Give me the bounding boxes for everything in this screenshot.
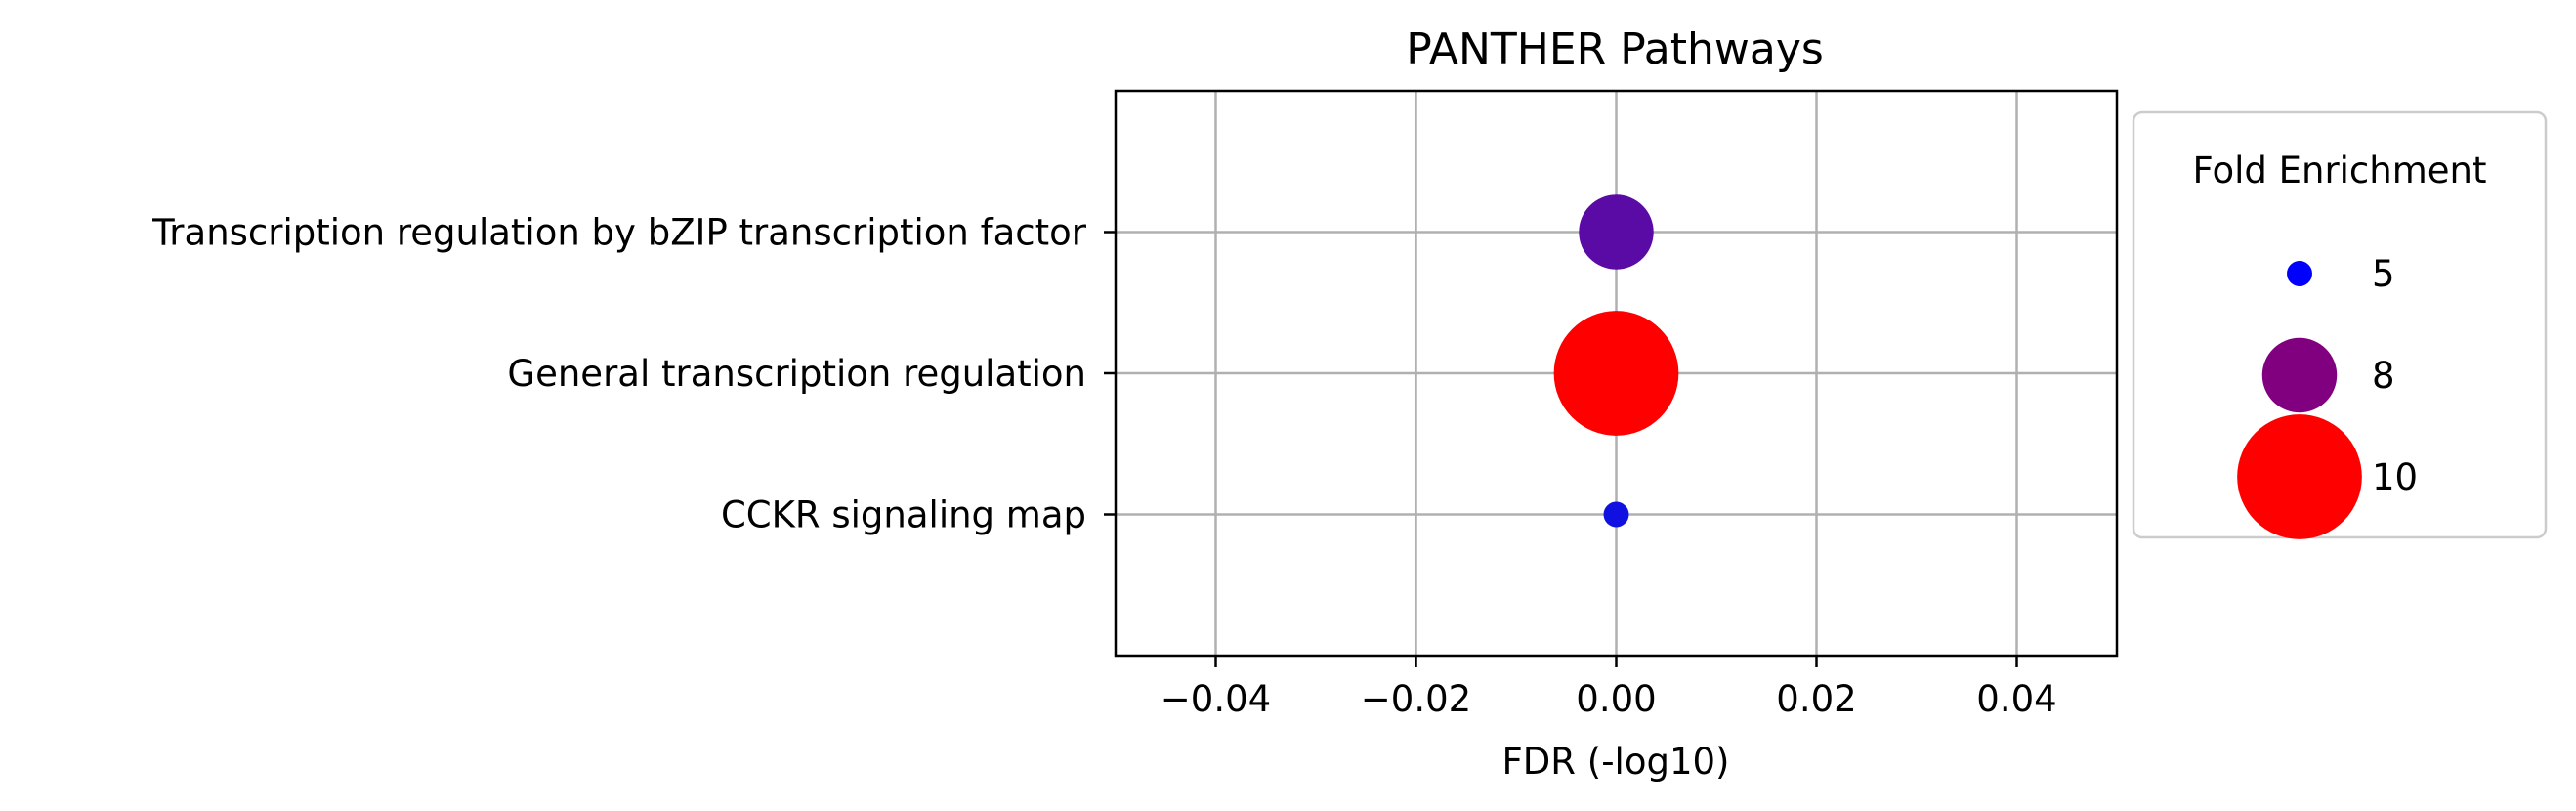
y-category-label: General transcription regulation xyxy=(507,353,1086,395)
y-category-label: Transcription regulation by bZIP transcr… xyxy=(151,212,1087,254)
x-tick-label: 0.02 xyxy=(1776,678,1856,720)
chart-title: PANTHER Pathways xyxy=(1406,24,1824,74)
points-layer xyxy=(1553,194,1679,528)
legend-title: Fold Enrichment xyxy=(2192,149,2486,192)
data-point xyxy=(1553,311,1679,436)
y-category-label: CCKR signaling map xyxy=(721,494,1086,536)
legend-label: 5 xyxy=(2372,253,2395,295)
x-axis-label: FDR (-log10) xyxy=(1502,741,1730,783)
x-tick-label: 0.00 xyxy=(1576,678,1656,720)
x-tick-label: 0.04 xyxy=(1976,678,2056,720)
x-axis-ticks: −0.04 −0.02 0.00 0.02 0.04 xyxy=(1161,656,2057,720)
legend-marker xyxy=(2237,414,2362,539)
data-point xyxy=(1579,194,1654,270)
legend-label: 10 xyxy=(2372,456,2418,498)
legend-marker xyxy=(2287,261,2312,286)
x-tick-label: −0.04 xyxy=(1161,678,1271,720)
y-axis-categories: Transcription regulation by bZIP transcr… xyxy=(151,212,1116,536)
legend-box xyxy=(2132,110,2548,539)
legend-label: 8 xyxy=(2372,355,2395,397)
legend-entries: 5 8 10 xyxy=(2237,253,2418,539)
data-point xyxy=(1603,501,1629,528)
legend-marker xyxy=(2261,337,2338,413)
x-tick-label: −0.02 xyxy=(1361,678,1471,720)
legend: Fold Enrichment 5 8 10 xyxy=(2132,110,2548,539)
